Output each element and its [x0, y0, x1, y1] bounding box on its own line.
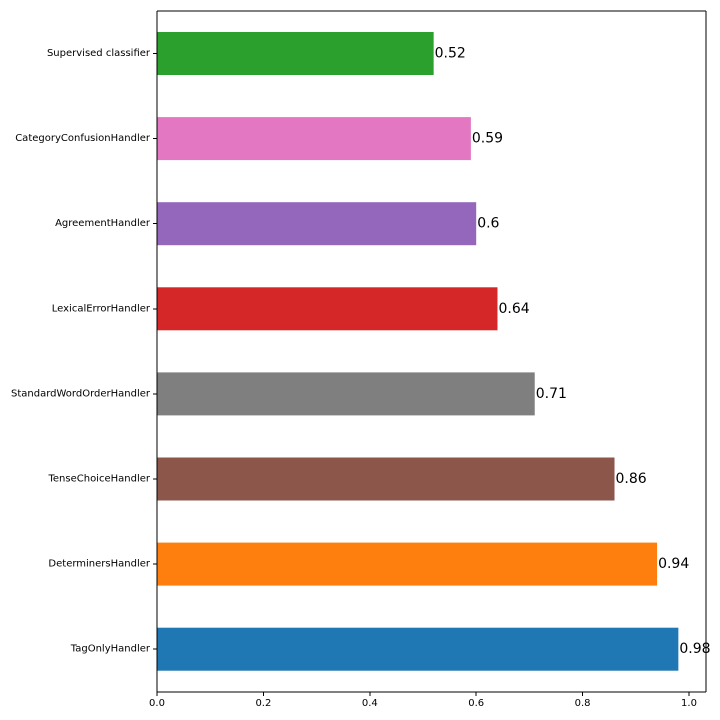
category-label: LexicalErrorHandler: [52, 303, 151, 314]
x-tick-label: 0.0: [149, 698, 165, 709]
category-label: DeterminersHandler: [48, 559, 150, 570]
category-label: Supervised classifier: [47, 48, 151, 59]
x-tick-label: 1.0: [681, 698, 697, 709]
category-label: StandardWordOrderHandler: [11, 388, 151, 399]
bar: [157, 542, 658, 586]
bar: [157, 372, 535, 416]
bar-value-label: 0.64: [498, 301, 529, 317]
x-tick-label: 0.4: [362, 698, 378, 709]
bars-layer: [157, 32, 679, 671]
category-label: TagOnlyHandler: [70, 644, 151, 655]
category-label: AgreementHandler: [55, 218, 151, 229]
bar: [157, 287, 498, 331]
bar-value-label: 0.52: [435, 46, 466, 62]
bar: [157, 627, 679, 671]
bar-value-label: 0.98: [679, 641, 710, 657]
x-tick-label: 0.8: [575, 698, 591, 709]
bar: [157, 32, 434, 75]
bar-value-label: 0.59: [472, 131, 503, 147]
category-label: TenseChoiceHandler: [47, 474, 150, 485]
x-tick-label: 0.6: [468, 698, 484, 709]
bar: [157, 117, 471, 161]
bar-value-label: 0.94: [658, 556, 689, 572]
bar-value-label: 0.86: [616, 471, 647, 487]
bar-value-label: 0.71: [536, 386, 567, 402]
bar: [157, 202, 477, 246]
axes-layer: [153, 10, 707, 696]
labels-layer: 0.52 Supervised classifier 0.59 CategoryCon…: [11, 46, 711, 710]
x-tick-label: 0.2: [255, 698, 271, 709]
bar-value-label: 0.6: [477, 216, 499, 232]
category-label: CategoryConfusionHandler: [15, 133, 151, 144]
bar: [157, 457, 615, 501]
